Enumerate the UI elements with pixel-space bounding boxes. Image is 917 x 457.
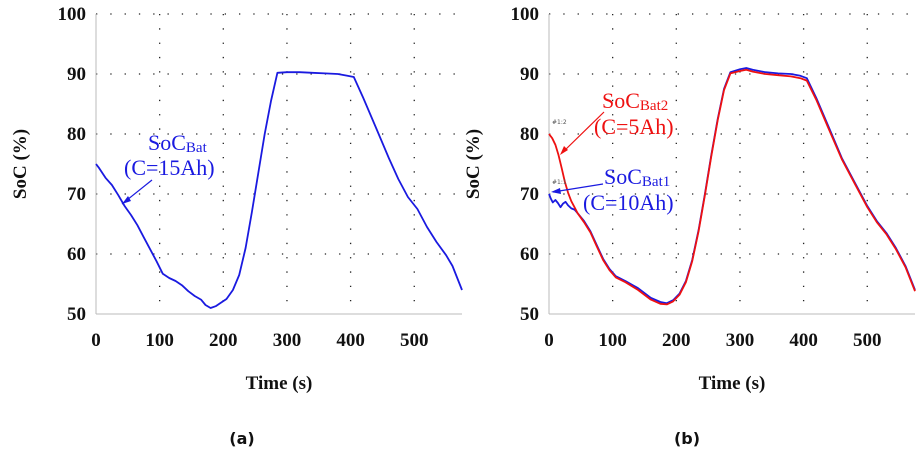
caption-b: (b)	[674, 429, 700, 448]
annotation-subscript: Bat1	[642, 174, 670, 190]
y-tick-label: 100	[511, 4, 540, 25]
x-axis-label: Time (s)	[699, 373, 766, 394]
annotation-capacity-bat1: (C=10Ah)	[583, 190, 674, 215]
x-tick-label: 200	[662, 330, 691, 351]
annotation-soc-bat1: SoCBat1	[604, 164, 670, 190]
y-tick-label: 80	[520, 124, 539, 145]
x-axis-label: Time (s)	[246, 373, 313, 394]
y-tick-labels: 50 60 70 80 90 100	[511, 4, 540, 325]
x-tick-label: 500	[400, 330, 429, 351]
arrowhead-icon	[122, 196, 131, 204]
y-tick-label: 80	[67, 124, 86, 145]
annotation-capacity: (C=15Ah)	[124, 155, 215, 180]
caption-a: (a)	[229, 429, 254, 448]
annotation-main: SoC	[148, 130, 186, 155]
x-tick-labels: 0 100 200 300 400 500	[544, 330, 881, 351]
y-tick-label: 50	[520, 304, 539, 325]
x-tick-label: 300	[726, 330, 755, 351]
panel-b: 50 60 70 80 90 100 0 100 200 300 400 500 SoC (%) T…	[463, 4, 916, 448]
x-tick-label: 300	[273, 330, 302, 351]
annotation-main: SoC	[602, 88, 640, 113]
x-tick-label: 100	[145, 330, 174, 351]
y-tick-label: 50	[67, 304, 86, 325]
y-tick-label: 70	[520, 184, 539, 205]
annotation-arrow-bat1	[552, 183, 604, 193]
x-tick-labels: 0 100 200 300 400 500	[91, 330, 428, 351]
x-tick-label: 500	[853, 330, 882, 351]
x-tick-label: 200	[209, 330, 238, 351]
annotation-main: SoC	[604, 164, 642, 189]
arrowhead-icon	[560, 146, 568, 155]
x-tick-label: 0	[91, 330, 101, 351]
x-tick-label: 0	[544, 330, 554, 351]
annotation-subscript: Bat2	[640, 98, 668, 114]
x-tick-label: 100	[598, 330, 627, 351]
x-tick-label: 400	[336, 330, 365, 351]
series-line-1	[95, 71, 463, 309]
y-tick-label: 60	[520, 244, 539, 265]
y-tick-labels: 50 60 70 80 90 100	[58, 4, 87, 325]
annotation-capacity-bat2: (C=5Ah)	[594, 114, 674, 139]
y-tick-label: 90	[520, 64, 539, 85]
annotation-subscript: Bat	[186, 140, 208, 156]
series-group	[95, 71, 463, 309]
annotation-soc-bat2: SoCBat2	[602, 88, 668, 114]
arrowhead-icon	[551, 188, 561, 194]
marker-label-bat2: #1:2	[552, 119, 567, 126]
y-tick-label: 100	[58, 4, 87, 25]
y-tick-label: 70	[67, 184, 86, 205]
y-tick-label: 90	[67, 64, 86, 85]
y-axis-label: SoC (%)	[463, 129, 484, 199]
series-group	[548, 67, 916, 306]
marker-label-bat1: #1:1	[552, 179, 567, 186]
y-tick-label: 60	[67, 244, 86, 265]
y-axis-label: SoC (%)	[10, 129, 31, 199]
annotation-soc-bat: SoCBat	[148, 130, 208, 156]
x-tick-label: 400	[789, 330, 818, 351]
annotation-arrow-bat2	[562, 111, 605, 153]
series-line-2	[548, 68, 916, 306]
panel-a: 50 60 70 80 90 100 0 100 200 300 400 500 SoC (%) T…	[10, 4, 463, 448]
